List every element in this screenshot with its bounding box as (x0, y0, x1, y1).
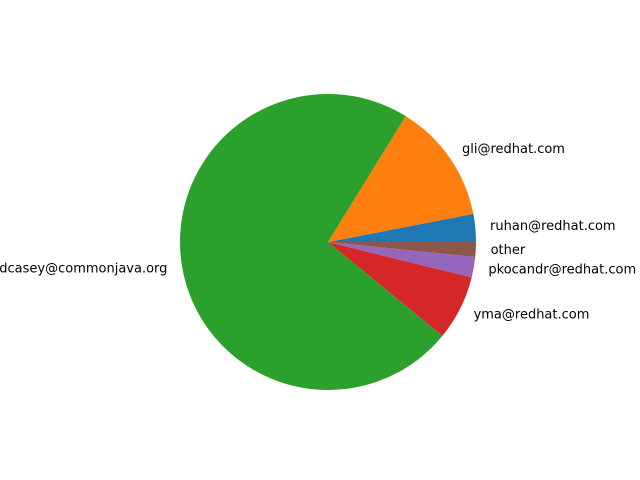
pie-slice (328, 116, 474, 242)
pie-slice-label: pkocandr@redhat.com (488, 262, 636, 277)
pie-labels: ruhan@redhat.com gli@redhat.com jdcasey@co… (0, 142, 636, 322)
pie-slice-label: ruhan@redhat.com (490, 219, 616, 234)
pie-slice-label: jdcasey@commonjava.org (0, 261, 167, 276)
pie-slice (328, 242, 472, 336)
pie-slice (328, 213, 476, 242)
pie-slice-label: gli@redhat.com (462, 142, 565, 157)
pie-slice-label: yma@redhat.com (474, 307, 590, 322)
pie-slice-label: other (491, 243, 526, 258)
pie-slices (179, 93, 476, 391)
pie-slice (328, 242, 476, 278)
pie-slice (179, 93, 443, 391)
pie-slice (328, 242, 476, 258)
